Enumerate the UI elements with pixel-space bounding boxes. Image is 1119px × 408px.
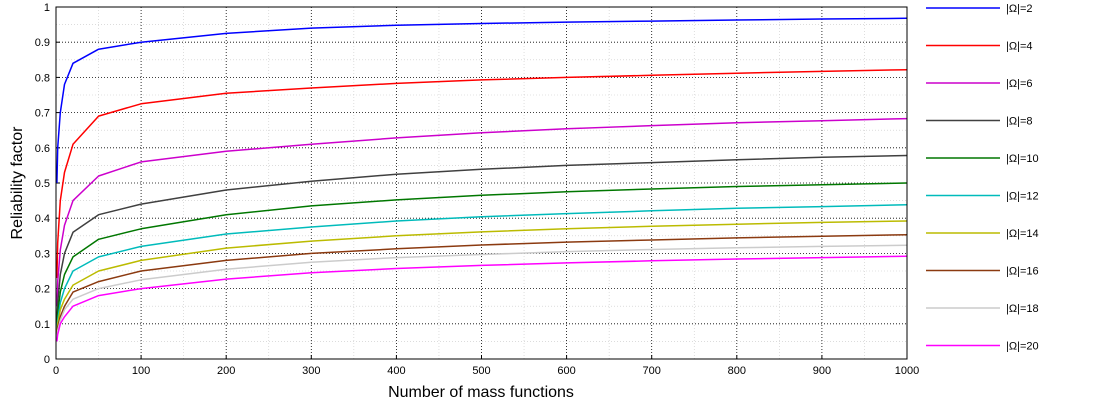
series-line bbox=[56, 204, 908, 331]
legend-label: |Ω|=20 bbox=[1006, 341, 1039, 353]
x-tick-label: 100 bbox=[132, 365, 150, 377]
series-lines bbox=[56, 17, 908, 342]
x-tick-label: 800 bbox=[728, 365, 746, 377]
x-tick-label: 1000 bbox=[895, 365, 919, 377]
y-tick-label: 0.4 bbox=[35, 213, 50, 225]
legend-label: |Ω|=18 bbox=[1006, 303, 1039, 315]
x-tick-labels: 0 100 200 300 400 500 600 700 800 900 1000 bbox=[53, 365, 919, 377]
legend-label: |Ω|=6 bbox=[1006, 78, 1032, 90]
x-tick-label: 200 bbox=[217, 365, 235, 377]
y-tick-label: 0.7 bbox=[35, 108, 50, 120]
y-axis-title: Reliability factor bbox=[9, 126, 26, 240]
series-line bbox=[56, 17, 908, 184]
x-tick-label: 400 bbox=[387, 365, 405, 377]
legend-label: |Ω|=12 bbox=[1006, 191, 1039, 203]
series-line bbox=[56, 182, 908, 328]
grid bbox=[55, 6, 908, 360]
series-line bbox=[56, 117, 908, 307]
series-line bbox=[56, 220, 908, 335]
series-line bbox=[56, 255, 908, 342]
legend: |Ω|=2 |Ω|=4 |Ω|=6 |Ω|=8 |Ω|=10 |Ω|=12 |Ω|=14 |Ω… bbox=[926, 3, 1039, 353]
x-tick-label: 500 bbox=[472, 365, 490, 377]
series-line bbox=[56, 244, 908, 340]
legend-label: |Ω|=4 bbox=[1006, 41, 1032, 53]
y-tick-label: 1 bbox=[44, 2, 50, 14]
x-tick-label: 600 bbox=[557, 365, 575, 377]
plot-frame bbox=[55, 6, 908, 360]
y-tick-label: 0.6 bbox=[35, 143, 50, 155]
legend-label: |Ω|=10 bbox=[1006, 153, 1039, 165]
x-tick-label: 0 bbox=[53, 365, 59, 377]
x-tick-label: 900 bbox=[813, 365, 831, 377]
legend-label: |Ω|=2 bbox=[1006, 3, 1032, 15]
y-tick-label: 0.8 bbox=[35, 72, 50, 84]
y-tick-label: 0.9 bbox=[35, 37, 50, 49]
legend-label: |Ω|=8 bbox=[1006, 116, 1032, 128]
series-line bbox=[56, 154, 908, 321]
y-tick-label: 0 bbox=[44, 354, 50, 366]
legend-label: |Ω|=16 bbox=[1006, 266, 1039, 278]
y-tick-label: 0.2 bbox=[35, 284, 50, 296]
series-line bbox=[56, 233, 908, 338]
x-tick-label: 300 bbox=[302, 365, 320, 377]
y-tick-label: 0.1 bbox=[35, 319, 50, 331]
series-line bbox=[56, 68, 908, 279]
x-tick-label: 700 bbox=[643, 365, 661, 377]
y-tick-label: 0.5 bbox=[35, 178, 50, 190]
y-tick-labels: 0 0.1 0.2 0.3 0.4 0.5 0.6 0.7 0.8 0.9 1 bbox=[35, 2, 50, 366]
y-tick-label: 0.3 bbox=[35, 248, 50, 260]
x-axis-title: Number of mass functions bbox=[388, 384, 574, 401]
legend-label: |Ω|=14 bbox=[1006, 228, 1039, 240]
